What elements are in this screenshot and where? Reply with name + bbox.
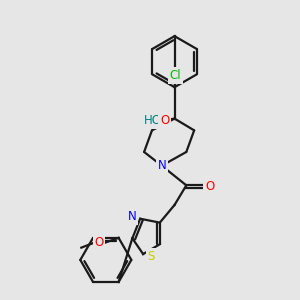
Text: O: O: [160, 114, 169, 127]
Text: O: O: [94, 236, 104, 249]
Text: HO: HO: [144, 114, 162, 127]
Text: Cl: Cl: [170, 69, 181, 82]
Text: S: S: [147, 250, 155, 262]
Text: O: O: [205, 180, 214, 193]
Text: N: N: [128, 210, 137, 223]
Text: N: N: [158, 159, 166, 172]
